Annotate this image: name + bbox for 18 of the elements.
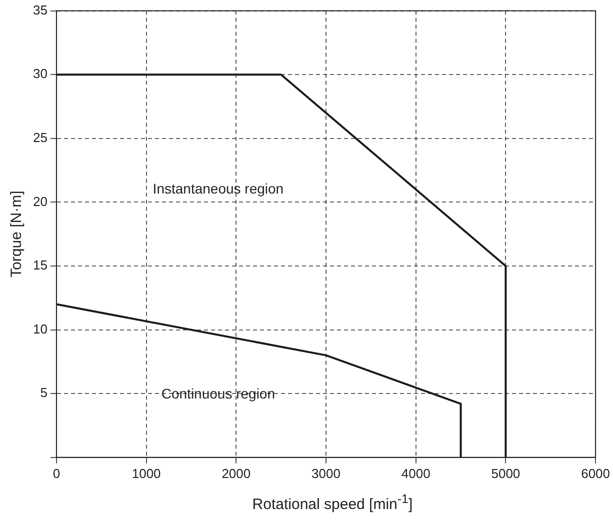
x-tick-label: 2000 [222,466,251,481]
y-tick-label: 35 [32,2,48,18]
y-tick-label: 20 [32,194,48,209]
annotation: Continuous region [161,386,276,402]
x-tick-label: 5000 [491,466,520,481]
x-tick-label: 6000 [581,466,610,481]
y-axis-title: Torque [N·m] [8,190,26,278]
x-tick-label: 3000 [312,466,340,481]
y-tick-label: 25 [32,130,48,145]
y-tick-label: 10 [32,321,48,336]
x-tick-label: 1000 [132,466,161,481]
y-tick-label: 5 [40,385,48,400]
annotation: Instantaneous region [152,180,284,196]
x-tick-label: 4000 [401,466,430,481]
y-tick-label: 15 [32,258,48,273]
x-axis-title: Rotational speed [min$^{-1}$] [251,492,414,513]
y-tick-label: 30 [32,66,48,82]
x-tick-label: 0 [52,466,60,481]
